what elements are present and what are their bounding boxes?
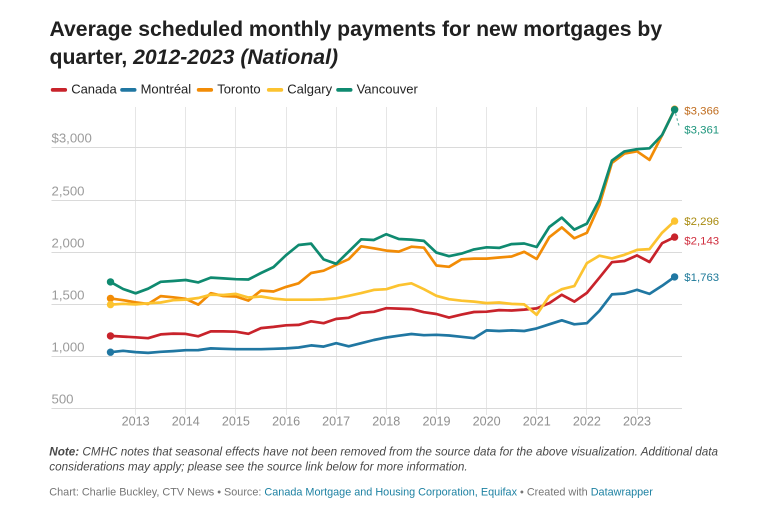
svg-text:Vancouver: Vancouver bbox=[357, 82, 419, 97]
svg-text:$2,296: $2,296 bbox=[684, 216, 719, 228]
svg-text:Note: CMHC notes that seasonal: Note: CMHC notes that seasonal effects h… bbox=[49, 446, 718, 459]
svg-text:Montréal: Montréal bbox=[141, 82, 192, 97]
svg-text:1,000: 1,000 bbox=[52, 339, 85, 354]
svg-text:2019: 2019 bbox=[422, 415, 450, 429]
svg-text:2017: 2017 bbox=[322, 415, 350, 429]
svg-text:Calgary: Calgary bbox=[287, 82, 332, 97]
svg-text:2015: 2015 bbox=[222, 415, 250, 429]
svg-text:considerations may apply; plea: considerations may apply; please see the… bbox=[49, 461, 467, 474]
svg-text:Average scheduled monthly paym: Average scheduled monthly payments for n… bbox=[50, 18, 663, 41]
svg-text:quarter, 2012-2023 (National): quarter, 2012-2023 (National) bbox=[50, 46, 339, 69]
svg-text:2020: 2020 bbox=[473, 415, 501, 429]
svg-text:2022: 2022 bbox=[573, 415, 601, 429]
svg-text:2023: 2023 bbox=[623, 415, 651, 429]
svg-text:Canada: Canada bbox=[71, 82, 117, 97]
svg-text:2016: 2016 bbox=[272, 415, 300, 429]
svg-text:2,500: 2,500 bbox=[52, 183, 85, 198]
svg-text:Chart: Charlie Buckley, CTV Ne: Chart: Charlie Buckley, CTV News • Sourc… bbox=[49, 487, 653, 499]
svg-text:2,000: 2,000 bbox=[52, 235, 85, 250]
svg-text:1,500: 1,500 bbox=[52, 287, 85, 302]
svg-text:2021: 2021 bbox=[523, 415, 551, 429]
svg-text:$3,000: $3,000 bbox=[52, 130, 92, 145]
svg-text:2013: 2013 bbox=[122, 415, 150, 429]
svg-text:$3,361: $3,361 bbox=[684, 125, 719, 137]
svg-text:$2,143: $2,143 bbox=[684, 236, 719, 248]
svg-text:2014: 2014 bbox=[172, 415, 200, 429]
svg-text:2018: 2018 bbox=[372, 415, 400, 429]
svg-text:$3,366: $3,366 bbox=[684, 105, 719, 117]
svg-text:$1,763: $1,763 bbox=[684, 272, 719, 284]
svg-text:Toronto: Toronto bbox=[217, 82, 260, 97]
svg-text:500: 500 bbox=[52, 391, 74, 406]
